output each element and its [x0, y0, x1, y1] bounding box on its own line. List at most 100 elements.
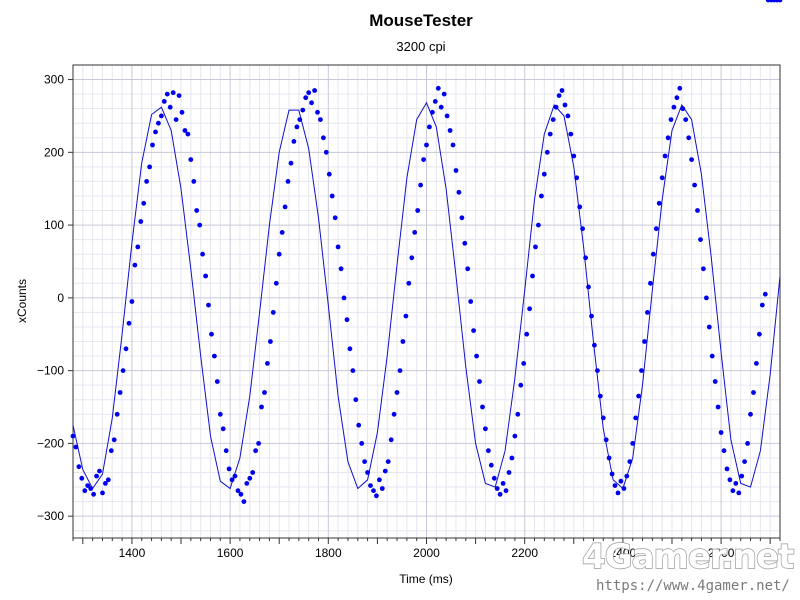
data-point	[173, 117, 179, 122]
data-point	[645, 310, 650, 315]
data-point	[135, 244, 141, 250]
data-point	[583, 255, 588, 261]
data-point	[683, 117, 689, 122]
y-tick-label: 100	[44, 218, 64, 232]
data-point	[382, 468, 388, 474]
data-point	[214, 379, 220, 384]
data-point	[167, 104, 173, 110]
data-point	[103, 481, 108, 486]
data-point	[300, 107, 306, 113]
data-point	[76, 464, 82, 470]
data-point	[491, 475, 497, 481]
data-point	[70, 433, 76, 439]
data-point	[82, 488, 88, 494]
data-point	[129, 299, 135, 304]
y-tick-label: −200	[37, 436, 64, 450]
data-point	[141, 200, 147, 206]
data-point	[751, 390, 756, 395]
data-point	[515, 411, 521, 417]
data-point	[329, 193, 335, 199]
data-point	[350, 368, 356, 373]
data-point	[412, 230, 418, 235]
data-point	[276, 251, 282, 257]
data-point	[727, 477, 733, 483]
data-point	[200, 251, 206, 257]
data-point	[362, 459, 367, 464]
data-point	[603, 437, 609, 443]
data-point	[633, 415, 639, 421]
data-point	[715, 404, 721, 410]
data-point	[592, 342, 597, 348]
fit-curve-line	[72, 101, 781, 490]
major-gridlines	[73, 65, 780, 538]
data-point	[618, 478, 624, 484]
data-point	[704, 295, 709, 301]
data-point	[695, 208, 700, 213]
data-point	[521, 361, 527, 366]
data-point	[268, 339, 273, 344]
data-point	[533, 244, 538, 250]
data-point	[288, 160, 294, 166]
data-point	[97, 468, 102, 474]
data-point	[138, 219, 144, 224]
data-point	[759, 302, 765, 308]
data-point	[374, 493, 379, 499]
data-point	[512, 433, 518, 439]
data-point	[480, 404, 485, 410]
data-point	[397, 368, 403, 373]
data-point	[483, 426, 488, 432]
data-points	[70, 0, 783, 504]
data-point	[123, 346, 129, 352]
data-point	[468, 299, 474, 304]
data-point	[321, 135, 326, 141]
data-point	[117, 390, 123, 395]
data-point	[494, 486, 500, 491]
data-point	[624, 473, 630, 479]
data-point	[662, 153, 668, 159]
data-point	[315, 109, 320, 115]
x-axis: 1400 1600 1800 2000 2200 2400 2600	[72, 538, 781, 560]
data-point	[577, 204, 583, 210]
data-point	[630, 441, 636, 446]
data-point	[326, 171, 332, 177]
data-point	[536, 222, 541, 228]
data-point	[303, 95, 309, 101]
data-point	[259, 404, 264, 410]
data-point	[642, 339, 647, 344]
x-tick-label: 2000	[413, 546, 440, 560]
data-point	[659, 175, 665, 181]
data-point	[238, 491, 244, 497]
data-point	[353, 397, 359, 403]
data-point	[203, 273, 209, 279]
data-point	[453, 168, 459, 173]
data-point	[674, 95, 680, 101]
data-point	[294, 124, 300, 130]
data-point	[701, 266, 706, 272]
data-point	[650, 251, 656, 257]
data-point	[748, 411, 753, 417]
data-point	[486, 448, 491, 454]
data-point	[403, 313, 409, 319]
data-point	[615, 490, 621, 496]
data-point	[306, 90, 312, 96]
data-point	[580, 226, 585, 232]
data-point	[394, 390, 400, 395]
data-point	[595, 368, 600, 373]
data-point	[256, 441, 261, 446]
data-point	[562, 102, 568, 108]
data-point	[497, 491, 503, 497]
data-point	[91, 491, 96, 497]
data-point	[571, 153, 577, 159]
data-point	[430, 109, 435, 115]
data-point	[235, 488, 241, 494]
y-axis: 300 200 100 0 −100 −200 −300	[37, 73, 73, 523]
data-point	[147, 164, 153, 170]
data-point	[754, 361, 759, 366]
x-tick-label: 2600	[708, 546, 735, 560]
data-point	[706, 324, 712, 330]
data-point	[388, 437, 394, 443]
data-point	[518, 382, 524, 388]
data-point	[385, 459, 391, 464]
data-point	[441, 91, 447, 97]
data-point	[159, 113, 164, 119]
